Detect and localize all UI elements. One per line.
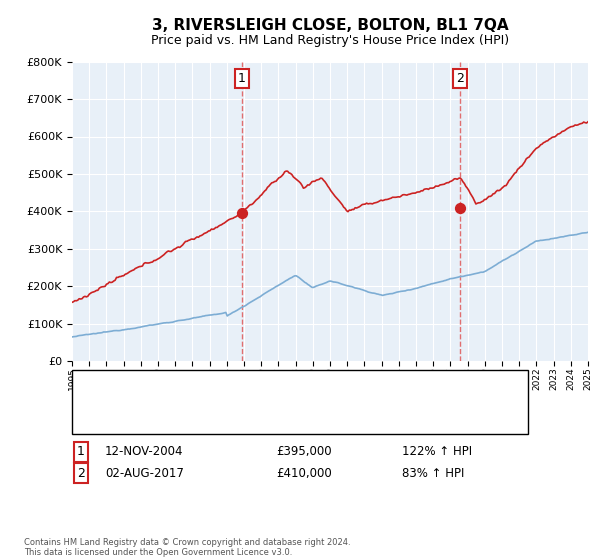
Text: 2: 2	[457, 72, 464, 85]
Text: 1: 1	[77, 445, 85, 459]
Text: 2: 2	[77, 466, 85, 480]
Text: 1: 1	[238, 72, 246, 85]
Text: —: —	[84, 379, 101, 396]
Text: 02-AUG-2017: 02-AUG-2017	[105, 466, 184, 480]
Text: 122% ↑ HPI: 122% ↑ HPI	[402, 445, 472, 459]
Text: 3, RIVERSLEIGH CLOSE, BOLTON, BL1 7QA: 3, RIVERSLEIGH CLOSE, BOLTON, BL1 7QA	[152, 18, 508, 32]
Text: Price paid vs. HM Land Registry's House Price Index (HPI): Price paid vs. HM Land Registry's House …	[151, 34, 509, 47]
Text: 83% ↑ HPI: 83% ↑ HPI	[402, 466, 464, 480]
Text: —: —	[84, 409, 101, 427]
Text: HPI: Average price, detached house, Bolton: HPI: Average price, detached house, Bolt…	[105, 413, 331, 423]
Point	[455, 203, 465, 212]
Text: 3, RIVERSLEIGH CLOSE, BOLTON, BL1 7QA (detached house): 3, RIVERSLEIGH CLOSE, BOLTON, BL1 7QA (d…	[105, 382, 419, 393]
Text: Contains HM Land Registry data © Crown copyright and database right 2024.
This d: Contains HM Land Registry data © Crown c…	[24, 538, 350, 557]
Text: 12-NOV-2004: 12-NOV-2004	[105, 445, 184, 459]
Point	[237, 209, 247, 218]
Text: £410,000: £410,000	[276, 466, 332, 480]
Text: £395,000: £395,000	[276, 445, 332, 459]
